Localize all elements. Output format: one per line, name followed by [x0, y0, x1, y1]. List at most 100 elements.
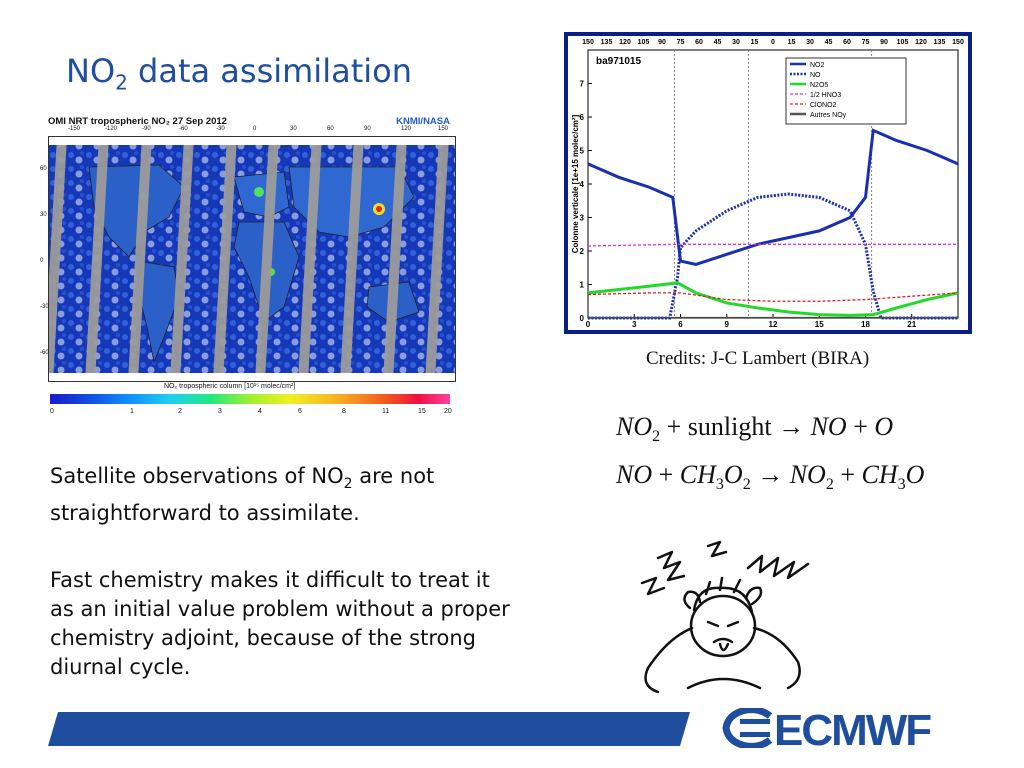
y-tick-label: 6 — [580, 113, 585, 122]
map-lon-tick: 30 — [290, 126, 297, 132]
right-arm — [752, 626, 801, 690]
top-tick-label: 120 — [915, 39, 927, 46]
shoulders — [686, 677, 762, 690]
top-tick-label: 150 — [952, 39, 964, 46]
right-hand — [744, 586, 763, 606]
series-line-no2 — [587, 128, 959, 266]
top-tick-label: 60 — [695, 39, 703, 46]
equation-photolysis: NO2 + sunlight → NO + O — [616, 412, 894, 446]
map-lat-tick: 60 — [40, 166, 47, 172]
map-colorbar-label: NO₂ tropospheric column [10¹⁵ molec/cm²] — [164, 383, 296, 390]
map-lon-tick: -150 — [68, 126, 81, 132]
top-tick-label: 75 — [677, 39, 685, 46]
colorbar-tick: 8 — [342, 408, 346, 415]
colorbar-tick: 2 — [178, 408, 182, 415]
top-tick-label: 120 — [619, 39, 631, 46]
hair-outline — [692, 586, 754, 614]
polar-blank-south — [49, 373, 455, 381]
top-tick-label: 75 — [862, 39, 870, 46]
colorbar-tick: 3 — [218, 408, 222, 415]
head-outline — [689, 594, 757, 658]
map-lon-tick: -90 — [142, 126, 151, 132]
top-tick-label: 30 — [806, 39, 814, 46]
footer-bar — [48, 712, 690, 746]
tongue — [718, 642, 730, 652]
legend-label: NO — [810, 72, 821, 79]
stress-zigzag-top — [706, 540, 728, 558]
map-lat-tick: -30 — [40, 304, 49, 310]
colorbar-tick: 15 — [418, 408, 426, 415]
footer-stripe — [48, 712, 690, 746]
top-tick-label: 15 — [751, 39, 759, 46]
top-tick-label: 15 — [788, 39, 796, 46]
no2-hotspot-core — [376, 206, 382, 212]
legend-label: N2O5 — [810, 82, 828, 89]
colorbar-tick: 20 — [444, 408, 452, 415]
top-tick-label: 90 — [658, 39, 666, 46]
x-tick-label: 18 — [861, 320, 870, 329]
mouth — [712, 637, 734, 644]
y-axis-label: Colonne verticale [1e+15 molec/cm²] — [571, 114, 580, 253]
stress-zigzag-left — [656, 550, 686, 582]
body-paragraph-1: Satellite observations of NO2 are not st… — [50, 464, 435, 526]
legend-label: Autres NOy — [810, 112, 847, 119]
left-hand — [683, 590, 702, 610]
swath-gaps — [49, 137, 449, 381]
diurnal-chart-svg: 150 135 120 105 90 75 60 45 30 15 0 15 30 45 60 75 90 105… — [571, 39, 964, 329]
y-tick-label: 3 — [580, 214, 585, 223]
top-tick-label: 45 — [714, 39, 722, 46]
map-lon-tick: -30 — [216, 126, 225, 132]
map-lat-tick: 0 — [40, 258, 44, 264]
ecmwf-logo-text: ECMWF — [774, 706, 932, 755]
colorbar-tick: 4 — [258, 408, 262, 415]
x-tick-label: 12 — [769, 320, 778, 329]
page-title: NO2 data assimilation — [66, 52, 412, 95]
colorbar-tick: 1 — [130, 408, 134, 415]
top-tick-label: 60 — [843, 39, 851, 46]
top-tick-label: 135 — [601, 39, 613, 46]
map-lat-tick: 30 — [40, 212, 47, 218]
eyes — [706, 620, 740, 628]
map-lon-tick: 120 — [401, 126, 412, 132]
legend-label: 1/2 HNO3 — [810, 92, 841, 99]
satellite-map-figure: OMI NRT tropospheric NO₂ 27 Sep 2012 KNM… — [40, 112, 458, 420]
top-tick-label: 105 — [638, 39, 650, 46]
top-tick-label: 45 — [825, 39, 833, 46]
map-lon-tick: -60 — [179, 126, 188, 132]
y-tick-label: 5 — [580, 147, 585, 156]
no2-map-svg — [49, 137, 455, 381]
map-lon-tick: 150 — [438, 126, 449, 132]
y-tick-label: 4 — [580, 180, 585, 189]
series-line-clono2 — [587, 292, 959, 302]
x-tick-label: 15 — [815, 320, 824, 329]
map-latitude-ticks: 60 30 0 -30 -60 — [40, 136, 50, 380]
series-line-1-2-hno3 — [587, 243, 958, 247]
frustrated-person-cartoon — [640, 540, 810, 694]
equation-oxidation: NO + CH3O2 → NO2 + CH3O — [616, 460, 925, 494]
body-paragraph-2: Fast chemistry makes it difficult to tre… — [50, 568, 510, 679]
colorbar-tick: 11 — [382, 408, 390, 415]
colorbar-tick: 0 — [50, 408, 54, 415]
top-tick-label: 30 — [732, 39, 740, 46]
left-arm — [644, 626, 694, 694]
map-title: OMI NRT tropospheric NO₂ 27 Sep 2012 — [48, 116, 227, 127]
colorbar-ticks: 0 1 2 3 4 6 8 11 15 20 — [50, 112, 452, 420]
map-credit: KNMI/NASA — [396, 116, 450, 127]
top-tick-label: 105 — [897, 39, 909, 46]
y-tick-label: 0 — [580, 314, 585, 323]
y-tick-label: 7 — [580, 80, 585, 89]
chart-area: 150 135 120 105 90 75 60 45 30 15 0 15 30 45 60 75 90 105… — [568, 36, 968, 330]
map-lat-tick: -60 — [40, 350, 49, 356]
x-tick-label: 3 — [632, 320, 637, 329]
y-tick-label: 1 — [580, 281, 585, 290]
legend-label: NO2 — [810, 62, 825, 69]
legend-label: ClONO2 — [810, 102, 837, 109]
y-tick-label: 2 — [580, 247, 585, 256]
top-tick-label: 0 — [771, 39, 775, 46]
no2-hotspot-europe — [254, 187, 264, 197]
map-header: OMI NRT tropospheric NO₂ 27 Sep 2012 KNM… — [44, 112, 458, 134]
ecmwf-logo-icon — [722, 708, 773, 748]
hair-spikes — [704, 576, 742, 596]
map-colorbar — [50, 394, 450, 404]
series-line-n2o5 — [587, 281, 959, 317]
